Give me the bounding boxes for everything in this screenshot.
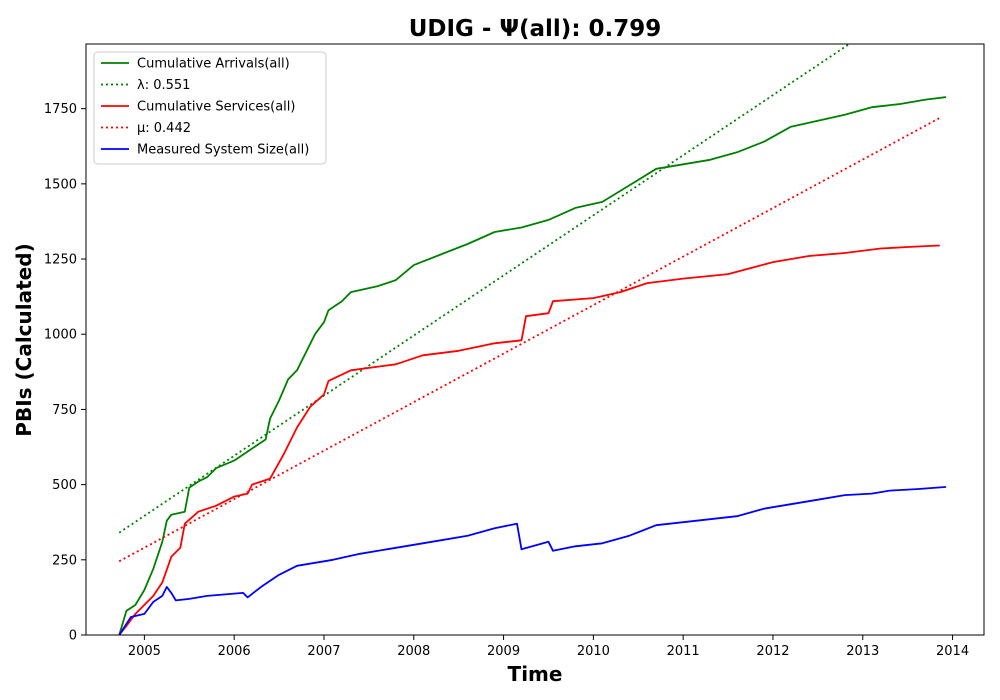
series-line-3 [118,117,940,563]
x-tick-label: 2009 [487,644,520,659]
x-tick-label: 2006 [218,644,251,659]
y-tick-label: 250 [52,553,77,568]
y-tick-label: 1000 [44,328,77,343]
y-tick-label: 1750 [44,102,77,117]
chart-title: UDIG - Ψ(all): 0.799 [409,16,662,42]
series-line-2 [118,244,940,635]
x-tick-label: 2005 [128,644,161,659]
legend-box [93,51,327,165]
y-tick-label: 500 [52,478,77,493]
x-tick-label: 2014 [936,644,969,659]
legend-label-2: Cumulative Services(all) [137,100,295,115]
legend: Cumulative Arrivals(all) λ: 0.551 Cumulati… [93,51,327,165]
legend-label-3: μ: 0.442 [137,121,191,136]
series-line-4 [118,486,947,635]
legend-label-0: Cumulative Arrivals(all) [137,57,290,72]
series-line-0 [118,96,947,635]
y-tick-label: 0 [69,629,77,644]
y-tick-label: 1500 [44,177,77,192]
x-tick-label: 2013 [846,644,879,659]
series-layer [118,44,947,635]
series-line-1 [118,44,850,534]
y-tick-label: 1250 [44,253,77,268]
plot-frame [85,43,985,636]
x-tick-label: 2010 [577,644,610,659]
x-tick-label: 2011 [667,644,700,659]
legend-label-1: λ: 0.551 [137,78,190,93]
x-axis: 2005 2006 2007 2008 2009 2010 2011 2012 2013 2014 [128,635,969,659]
x-tick-label: 2008 [397,644,430,659]
legend-label-4: Measured System Size(all) [137,143,309,158]
x-tick-label: 2007 [307,644,340,659]
y-axis: 0 250 500 750 1000 1250 1500 1750 [44,102,86,644]
y-tick-label: 750 [52,403,77,418]
x-axis-label: Time [508,662,563,686]
x-tick-label: 2012 [756,644,789,659]
y-axis-label: PBIs (Calculated) [12,243,36,436]
